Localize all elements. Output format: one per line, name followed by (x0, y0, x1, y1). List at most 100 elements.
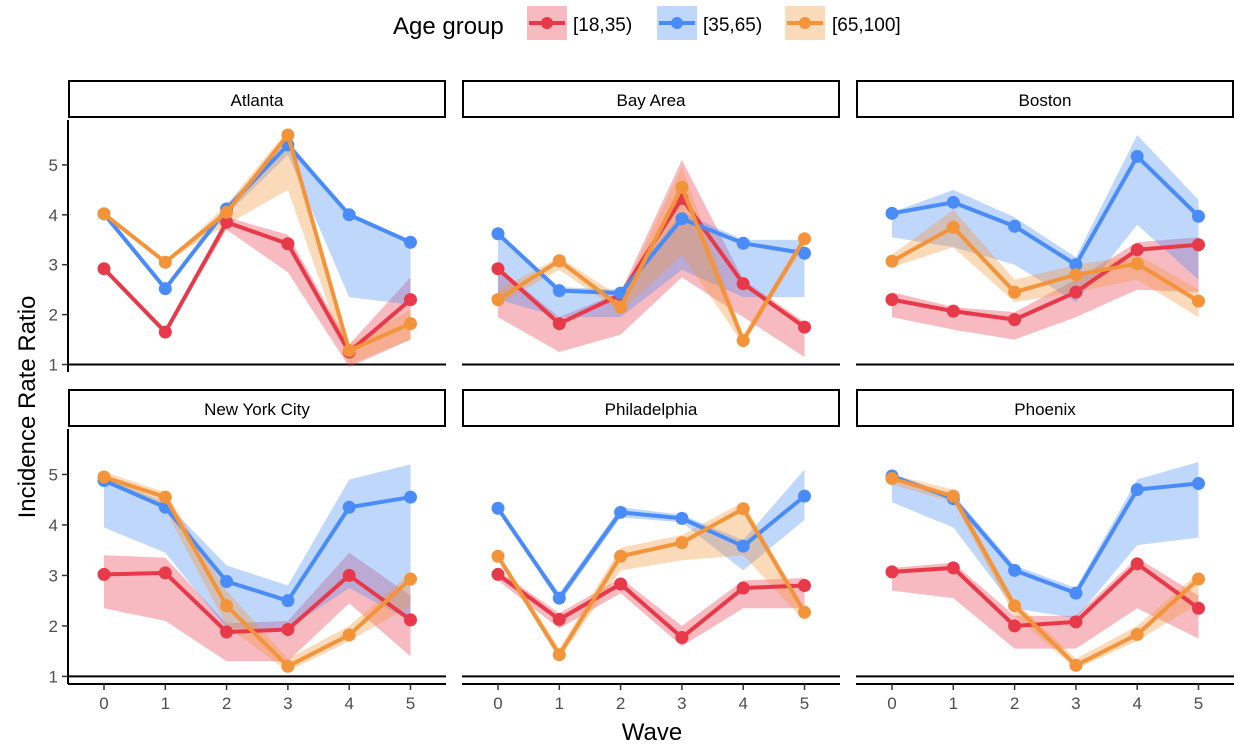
series-line-65-100 (102, 132, 412, 353)
data-point-65-100 (220, 205, 234, 219)
data-point-35-65 (1130, 483, 1144, 497)
y-tick-label: 4 (49, 206, 58, 225)
data-point-18-35 (1130, 243, 1144, 257)
facet-panels: Atlanta 1 2 3 4 5 Bay Area Boston New York City 1… (49, 80, 1234, 713)
data-point-65-100 (736, 502, 750, 516)
y-axis-label: Incidence Rate Ratio (14, 296, 41, 519)
data-point-35-65 (798, 246, 811, 260)
panel-strip (68, 80, 446, 118)
data-point-35-65 (1192, 477, 1205, 491)
series-line-18-35 (496, 572, 805, 640)
series-line-35-65 (496, 494, 806, 601)
data-point-65-100 (281, 659, 295, 673)
data-point-35-65 (404, 490, 417, 504)
data-point-35-65 (552, 591, 566, 605)
legend-item-18-35: [18,35) (527, 6, 632, 40)
series-line-35-65 (891, 154, 1200, 267)
data-point-65-100 (675, 180, 689, 194)
data-point-18-35 (281, 622, 295, 636)
data-point-35-65 (736, 236, 750, 250)
data-point-35-65 (1069, 586, 1083, 600)
data-point-35-65 (736, 539, 750, 553)
panel-title: Atlanta (231, 91, 284, 110)
legend-item-35-65: [35,65) (657, 6, 762, 40)
series-line-65-100 (103, 475, 412, 669)
data-point-65-100 (281, 128, 295, 142)
data-point-35-65 (342, 500, 356, 514)
data-point-18-35 (798, 320, 811, 334)
x-tick-label: 4 (738, 694, 747, 713)
series-line-65-100 (496, 185, 807, 343)
y-tick-label: 1 (49, 667, 58, 686)
panel-strip (856, 389, 1234, 427)
x-tick-label: 1 (161, 694, 170, 713)
series-line-35-65 (496, 216, 805, 296)
legend-item-65-100: [65,100] (785, 6, 901, 40)
data-point-35-65 (885, 206, 899, 220)
data-point-18-35 (97, 567, 111, 581)
x-tick-label: 5 (1194, 694, 1203, 713)
data-point-35-65 (404, 235, 417, 249)
data-point-35-65 (552, 284, 566, 298)
data-point-35-65 (614, 505, 628, 519)
panel-strip (462, 80, 840, 118)
x-tick-label: 4 (344, 694, 353, 713)
y-tick-label: 2 (49, 306, 58, 325)
legend-title: Age group (393, 13, 504, 40)
data-point-18-35 (404, 293, 417, 307)
data-point-18-35 (736, 581, 750, 595)
data-point-35-65 (220, 574, 234, 588)
panel-philadelphia: Philadelphia 0 1 2 3 4 5 (462, 389, 840, 713)
data-point-18-35 (1192, 601, 1205, 615)
x-tick-label: 3 (1071, 694, 1080, 713)
data-point-35-65 (1192, 209, 1205, 223)
confidence-band-18-35 (104, 217, 411, 368)
data-point-65-100 (158, 255, 172, 269)
data-point-65-100 (736, 334, 750, 348)
confidence-band-18-35 (104, 552, 411, 662)
data-point-35-65 (491, 501, 505, 515)
data-point-35-65 (1130, 149, 1144, 163)
data-point-65-100 (491, 293, 505, 307)
data-point-18-35 (1130, 557, 1144, 571)
data-point-65-100 (97, 207, 111, 221)
legend-label: [65,100] (832, 15, 901, 36)
data-point-65-100 (1192, 572, 1205, 586)
data-point-65-100 (946, 220, 960, 234)
data-point-65-100 (1069, 268, 1083, 282)
data-point-18-35 (675, 631, 689, 645)
data-point-18-35 (220, 215, 234, 229)
data-point-65-100 (158, 490, 172, 504)
y-tick-label: 4 (49, 516, 58, 535)
panel-title: New York City (204, 400, 310, 419)
data-point-18-35 (798, 579, 811, 593)
data-point-65-100 (404, 317, 417, 331)
panel-strip (462, 389, 840, 427)
data-point-65-100 (491, 549, 505, 563)
legend-key-point (541, 17, 553, 29)
series-line-35-65 (103, 478, 411, 603)
data-point-35-65 (1069, 258, 1083, 272)
data-point-65-100 (97, 470, 111, 484)
panel-new-york-city: New York City 1 2 3 4 5 0 1 2 3 4 5 (49, 389, 446, 713)
data-point-65-100 (614, 300, 628, 314)
panel-atlanta: Atlanta 1 2 3 4 5 (49, 80, 446, 375)
legend-key-point (671, 17, 683, 29)
data-point-18-35 (491, 567, 505, 581)
series-line-18-35 (102, 220, 412, 355)
data-point-65-100 (1192, 294, 1205, 308)
x-tick-label: 0 (493, 694, 502, 713)
data-point-65-100 (1008, 599, 1022, 613)
x-tick-label: 2 (222, 694, 231, 713)
data-point-18-35 (281, 237, 295, 251)
data-point-18-35 (158, 566, 172, 580)
data-point-18-35 (1008, 313, 1022, 327)
panel-strip (856, 80, 1234, 118)
data-point-18-35 (1069, 615, 1083, 629)
data-point-18-35 (552, 612, 566, 626)
data-point-35-65 (798, 489, 811, 503)
series-line-18-35 (891, 242, 1199, 322)
x-tick-label: 3 (283, 694, 292, 713)
data-point-35-65 (342, 208, 356, 222)
x-tick-label: 5 (800, 694, 809, 713)
